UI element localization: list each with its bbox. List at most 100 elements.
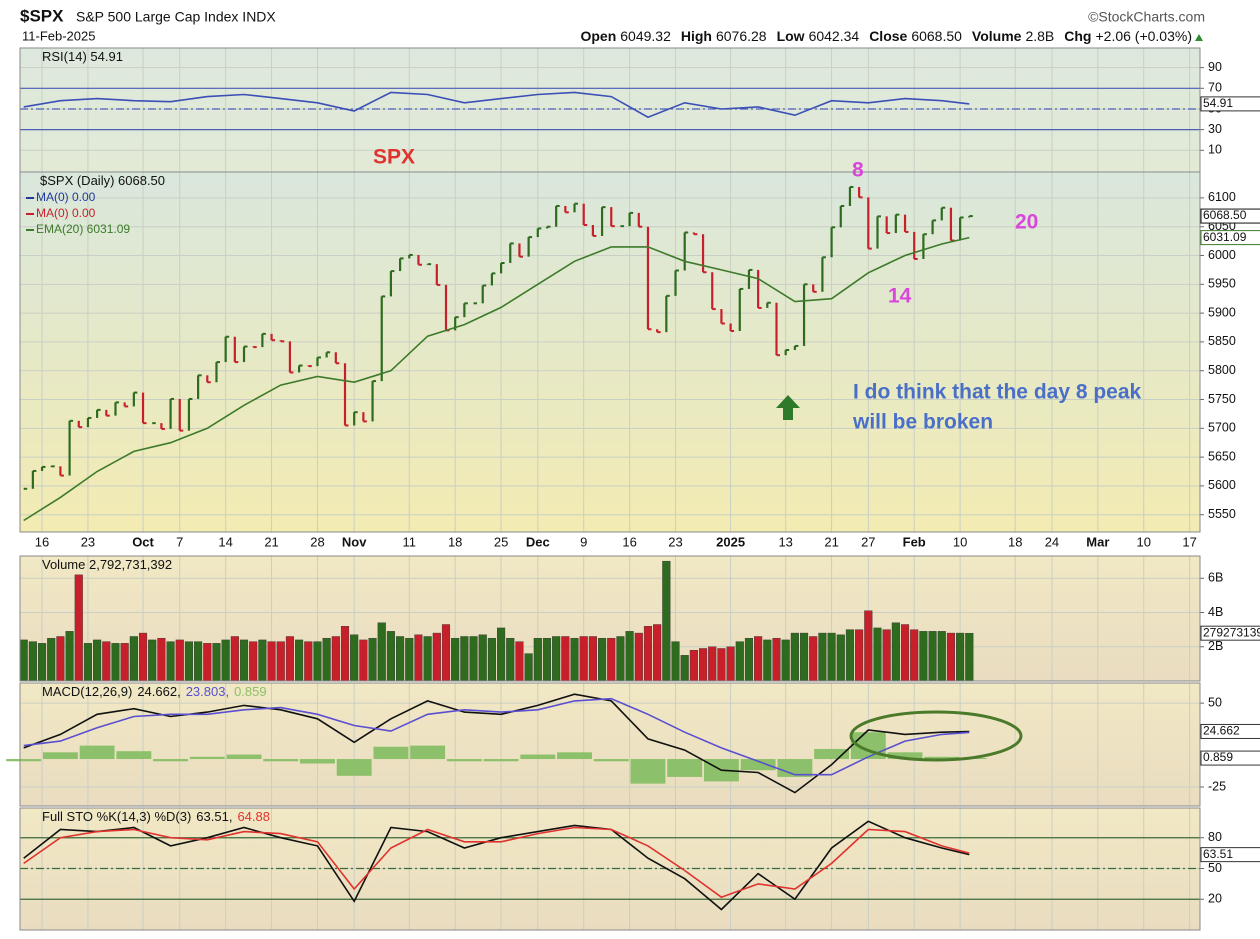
price-panel [20, 172, 1200, 532]
legend-label: 63.51, [196, 809, 232, 824]
volume-bar [699, 648, 708, 682]
y-tick-label: 5900 [1208, 305, 1236, 319]
volume-bar [469, 636, 478, 682]
y-tick-label: 20 [1208, 892, 1222, 906]
x-tick-label: 10 [1137, 534, 1151, 549]
volume-bar [47, 637, 56, 682]
quote-label: Low [777, 28, 805, 44]
histogram-bar [226, 754, 262, 760]
legend-label: 0.859 [234, 684, 267, 699]
histogram-bar [446, 759, 482, 762]
panel-title: $SPX (Daily) 6068.50 [40, 173, 165, 188]
volume-bar [754, 636, 763, 682]
volume-bar [304, 641, 313, 682]
volume-bar [570, 637, 579, 682]
volume-bar [19, 639, 28, 682]
volume-bar [717, 648, 726, 682]
quote-value: 2.8B [1025, 28, 1054, 44]
volume-bar [249, 641, 258, 682]
histogram-bar [814, 748, 850, 760]
volume-bar [396, 636, 405, 682]
quote-label: High [681, 28, 712, 44]
panel-title-text: RSI(14) 54.91 [42, 49, 123, 64]
value-box [1200, 847, 1260, 863]
histogram-bar [483, 759, 519, 762]
volume-bar [313, 641, 322, 682]
y-tick-label: 4B [1208, 605, 1223, 619]
volume-bar [184, 641, 193, 682]
volume-bar [129, 636, 138, 682]
x-tick-label: 27 [861, 534, 875, 549]
volume-bar [497, 627, 506, 682]
x-tick-label: 24 [1045, 534, 1059, 549]
annotation: 14 [888, 285, 912, 308]
volume-bar [799, 632, 809, 682]
volume-bar [340, 626, 350, 682]
volume-bar [368, 637, 377, 682]
volume-bar [634, 632, 643, 682]
volume-bar [891, 622, 900, 682]
volume-bar [111, 643, 120, 682]
volume-bar [120, 643, 129, 682]
volume-bar [212, 643, 221, 682]
volume-bar [643, 626, 653, 682]
volume-bar [579, 636, 588, 682]
x-tick-label: 16 [35, 534, 49, 549]
volume-bar [542, 637, 552, 682]
value-box [1200, 230, 1260, 246]
volume-bar [662, 560, 671, 682]
volume-bar [965, 632, 974, 682]
histogram-bar [373, 746, 409, 760]
quote-label: Chg [1064, 28, 1091, 44]
volume-bar [331, 636, 340, 682]
y-tick-label: 6000 [1208, 248, 1236, 262]
volume-bar [148, 639, 157, 682]
series-line [23, 236, 970, 522]
value-box-label: 2792731392 [1203, 625, 1260, 639]
plot-layer: 16 23 Oct 7 14 21 28 Nov 11 18 25 Dec 9 16 23 2025 13 21 2… [6, 48, 1260, 930]
histogram-bar [887, 752, 923, 760]
volume-bar [359, 639, 368, 682]
y-tick-label: 5700 [1208, 421, 1236, 435]
volume-bar [946, 632, 955, 682]
volume-bar [203, 643, 212, 682]
volume-bar [276, 641, 285, 682]
volume-bar [735, 641, 744, 682]
volume-bar [845, 629, 855, 682]
panel-title: MACD(12,26,9) 24.662, 23.803, 0.859 [42, 684, 267, 699]
x-tick-label: 21 [824, 534, 838, 549]
histogram-bar [6, 759, 42, 762]
x-tick-label: 7 [176, 534, 183, 549]
volume-bar [239, 639, 249, 682]
sto-frame [19, 807, 1201, 931]
volume-bar [818, 632, 827, 682]
y-tick-label: -25 [1208, 779, 1226, 793]
volume-bar [487, 637, 496, 682]
volume-bar [873, 627, 882, 682]
annotation: 8 [852, 159, 864, 182]
volume-bar [386, 631, 395, 682]
histogram-bar [79, 745, 115, 760]
x-tick-label: 23 [668, 534, 682, 549]
x-tick-label: 18 [1008, 534, 1022, 549]
histogram-bar [667, 759, 703, 777]
x-tick-label: 18 [448, 534, 462, 549]
histogram-bar [924, 756, 960, 760]
volume-bar [625, 631, 634, 682]
legend-label: MA(0) 0.00 [36, 190, 96, 204]
volume-bar [102, 641, 111, 682]
volume-bar [221, 639, 230, 682]
volume-bar [74, 574, 83, 682]
y-tick-label: 70 [1208, 81, 1222, 95]
y-tick-label: 5650 [1208, 449, 1236, 463]
volume-bar [93, 639, 102, 682]
x-tick-label: Mar [1086, 534, 1109, 549]
x-tick-label: 13 [778, 534, 792, 549]
volume-bar [83, 643, 93, 682]
volume-frame [19, 555, 1201, 682]
volume-bar [533, 637, 542, 682]
panel-title: RSI(14) 54.91 [42, 49, 123, 64]
value-box-label: 63.51 [1203, 847, 1233, 861]
volume-bar [405, 637, 414, 682]
